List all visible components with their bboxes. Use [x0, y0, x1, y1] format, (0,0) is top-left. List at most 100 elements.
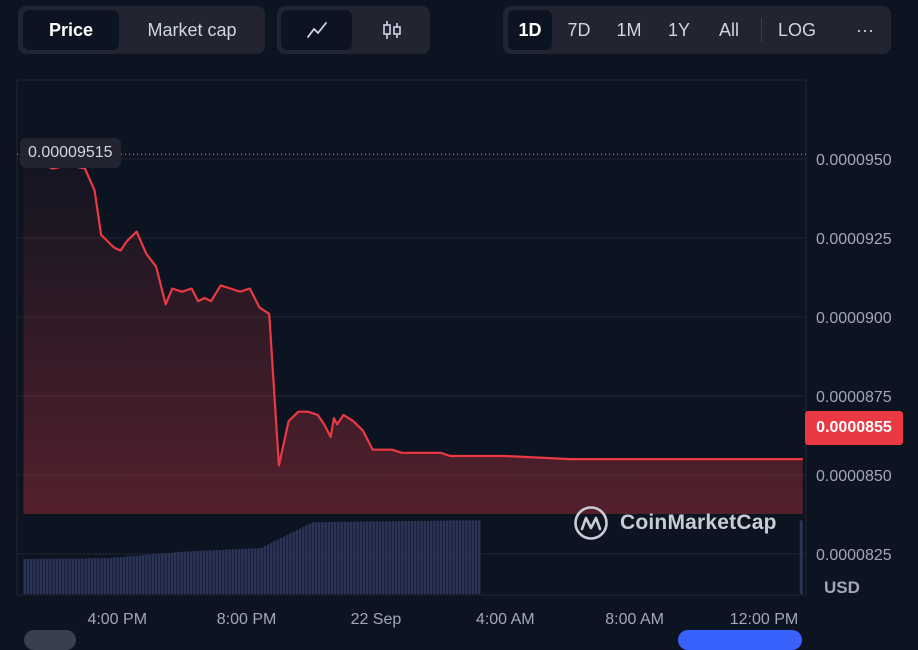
chart-toolbar: Price Market cap 1D 7D 1M 1Y All LOG ···: [0, 6, 918, 54]
range-1m-button[interactable]: 1M: [616, 20, 642, 40]
volume-bar: [471, 520, 475, 594]
volume-bar: [327, 522, 331, 594]
volume-bar: [154, 554, 158, 594]
volume-bar: [113, 557, 116, 594]
volume-bar: [436, 520, 439, 594]
y-tick-label: 0.0000900: [816, 310, 892, 327]
volume-bar: [346, 521, 350, 594]
x-tick-label: 8:00 PM: [217, 611, 277, 628]
volume-bar: [68, 558, 71, 594]
volume-bar: [87, 558, 91, 594]
volume-bar: [298, 528, 302, 594]
volume-bar: [289, 533, 292, 594]
y-tick-label: 0.0000950: [816, 152, 892, 169]
volume-bar: [260, 547, 263, 594]
market-cap-tab[interactable]: Market cap: [147, 20, 237, 40]
volume-bar: [189, 551, 193, 594]
volume-bar: [426, 520, 430, 594]
currency-label: USD: [824, 578, 860, 597]
volume-bar: [439, 520, 443, 594]
volume-bar: [465, 520, 468, 594]
more-options-button[interactable]: ···: [856, 20, 874, 40]
scroll-right-button[interactable]: [678, 630, 802, 650]
volume-bar: [209, 550, 212, 594]
x-tick-label: 22 Sep: [351, 611, 402, 628]
volume-bar: [180, 551, 183, 594]
x-tick-label: 4:00 PM: [87, 611, 147, 628]
line-chart-button[interactable]: [281, 10, 352, 50]
volume-bar: [404, 521, 407, 594]
volume-bar: [413, 520, 417, 594]
volume-bar: [93, 558, 97, 594]
toolbar-divider: [761, 18, 762, 42]
volume-bar: [285, 534, 289, 594]
volume-bar: [100, 558, 103, 594]
volume-bar: [799, 520, 803, 594]
volume-bar: [58, 558, 62, 594]
range-7d-button[interactable]: 7D: [567, 20, 591, 40]
volume-bar: [157, 553, 161, 594]
volume-bar: [183, 551, 187, 594]
range-1y-button[interactable]: 1Y: [667, 20, 691, 40]
volume-bar: [106, 558, 110, 594]
volume-bar: [138, 555, 142, 594]
volume-bar: [362, 521, 366, 594]
volume-bar: [372, 521, 375, 594]
volume-bar: [452, 520, 455, 594]
volume-bar: [455, 520, 459, 594]
volume-bar: [241, 548, 244, 594]
volume-bar: [247, 548, 251, 594]
volume-bar: [445, 520, 449, 594]
watermark-text: CoinMarketCap: [620, 511, 777, 534]
volume-bar: [375, 521, 379, 594]
volume-bar: [132, 555, 135, 594]
volume-bar: [356, 521, 359, 594]
y-tick-label: 0.0000875: [816, 389, 892, 406]
volume-bar: [369, 521, 372, 594]
volume-bar: [359, 521, 363, 594]
volume-bar: [36, 558, 39, 594]
time-range-toggle: 1D 7D 1M 1Y All LOG ···: [503, 6, 891, 54]
volume-bar: [276, 539, 279, 594]
volume-bar: [314, 522, 318, 594]
metric-toggle: Price Market cap: [18, 6, 265, 54]
volume-bar: [81, 558, 84, 594]
start-price-label: 0.00009515: [20, 138, 121, 168]
volume-bar: [84, 558, 87, 594]
volume-bar: [244, 548, 247, 594]
volume-bar: [330, 521, 334, 594]
volume-bar: [442, 520, 446, 594]
volume-bar: [103, 558, 107, 594]
volume-bar: [125, 556, 129, 594]
candlestick-button[interactable]: [357, 10, 426, 50]
range-all-button[interactable]: All: [718, 20, 739, 40]
volume-bar: [151, 554, 155, 594]
volume-bar: [97, 558, 100, 594]
volume-bar: [305, 525, 308, 594]
volume-bar: [253, 548, 257, 594]
volume-bar: [333, 521, 337, 594]
volume-bar: [212, 550, 215, 594]
volume-bar: [461, 520, 465, 594]
volume-bar: [225, 549, 228, 594]
y-axis-ticks: 0.0000950 0.0000925 0.0000900 0.0000875 0.00…: [816, 152, 892, 564]
price-tab[interactable]: Price: [23, 10, 119, 50]
volume-bar: [42, 558, 46, 594]
volume-bar: [33, 558, 36, 594]
volume-bar: [397, 521, 401, 594]
log-scale-button[interactable]: LOG: [777, 20, 816, 40]
volume-bar: [381, 521, 385, 594]
scroll-left-button[interactable]: [24, 630, 76, 650]
volume-bar: [317, 522, 321, 594]
x-axis-ticks: 4:00 PM 8:00 PM 22 Sep 4:00 AM 8:00 AM 12:00 …: [87, 611, 798, 628]
volume-bar: [378, 521, 382, 594]
volume-bar: [228, 549, 231, 594]
volume-bar: [29, 558, 33, 594]
volume-bar: [186, 551, 190, 594]
volume-bar: [49, 558, 52, 594]
volume-bar: [45, 558, 49, 594]
range-1d-button[interactable]: 1D: [508, 10, 552, 50]
current-price-label: 0.0000855: [805, 411, 903, 445]
volume-bar: [394, 521, 398, 594]
